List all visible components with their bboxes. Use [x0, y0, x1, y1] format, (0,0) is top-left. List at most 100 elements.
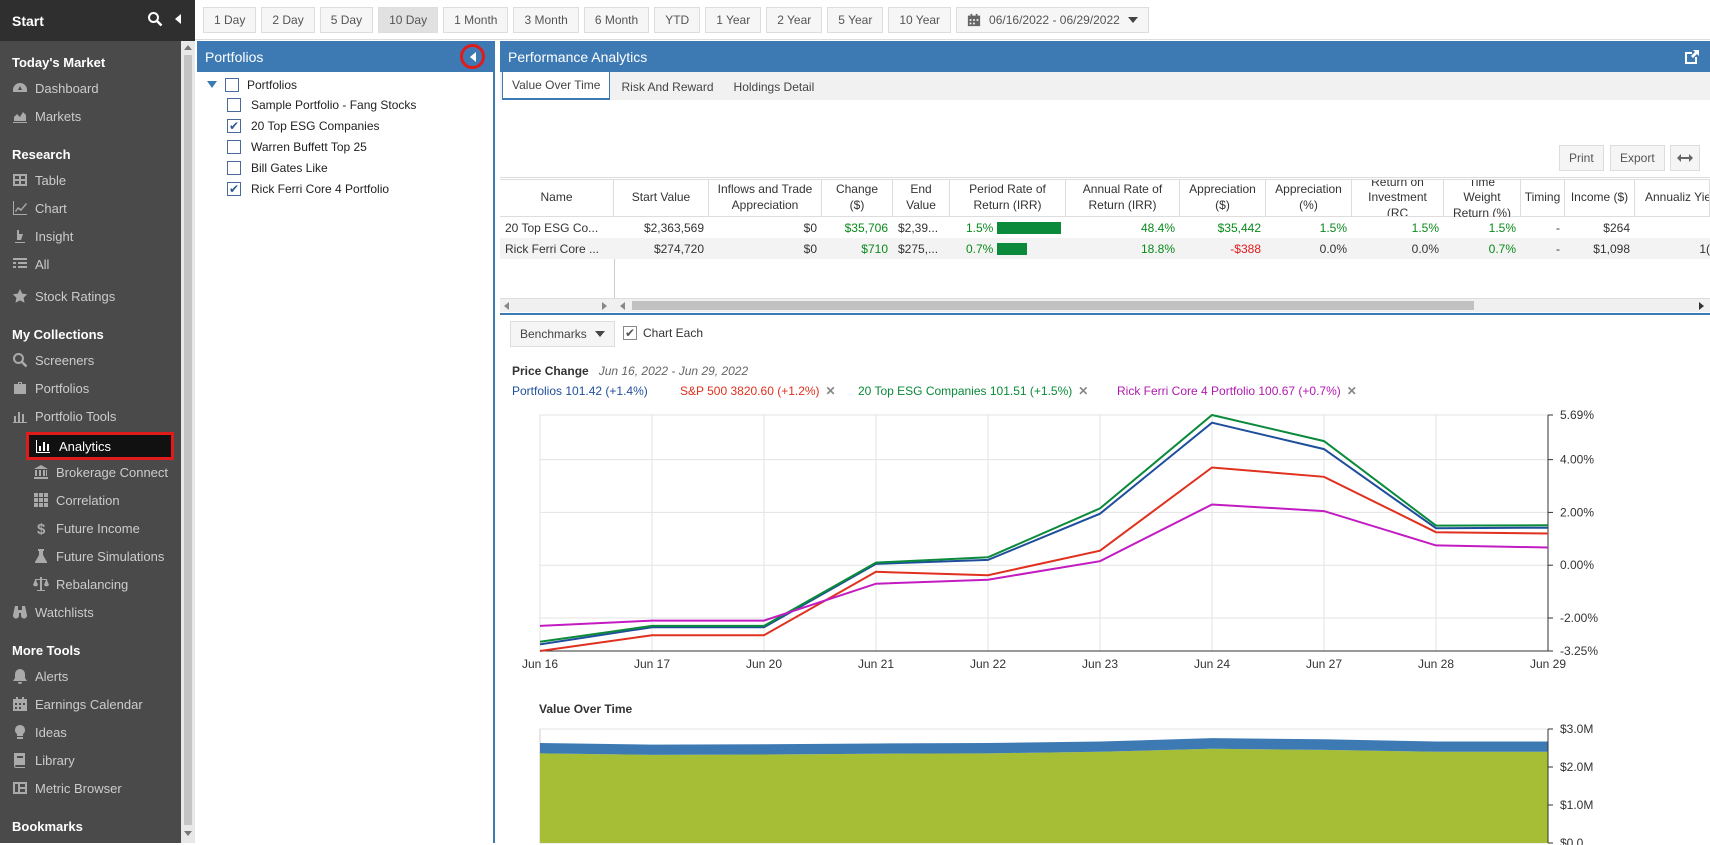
remove-series-icon[interactable]: ✕	[1346, 384, 1357, 398]
legend-label: 20 Top ESG Companies 101.51 (+1.5%)	[858, 384, 1073, 398]
column-header[interactable]: Name	[500, 180, 614, 217]
scroll-left-arrow[interactable]	[504, 302, 509, 310]
sidebar-item-analytics[interactable]: Analytics	[26, 432, 174, 460]
column-header[interactable]: Return on Investment (RC	[1352, 180, 1444, 217]
tree-item[interactable]: Warren Buffett Top 25	[227, 140, 367, 154]
tree-item[interactable]: ✔ 20 Top ESG Companies	[227, 119, 380, 133]
column-header[interactable]: Appreciation (%)	[1266, 180, 1352, 217]
sidebar-item-metric-browser[interactable]: Metric Browser	[12, 780, 122, 796]
range-button[interactable]: 3 Month	[513, 6, 579, 33]
item-checkbox[interactable]	[227, 140, 241, 154]
sidebar-item-future-simulations[interactable]: Future Simulations	[33, 548, 164, 564]
tree-root[interactable]: Portfolios	[207, 78, 297, 92]
scroll-right-arrow[interactable]	[1699, 302, 1704, 310]
scroll-left-arrow[interactable]	[620, 302, 625, 310]
sidebar-item-table[interactable]: Table	[12, 172, 66, 188]
table-row[interactable]: 20 Top ESG Co... $2,363,569 $0 $35,706 $…	[500, 217, 1710, 238]
caret-down-icon[interactable]	[207, 81, 217, 89]
sidebar-item-watchlists[interactable]: Watchlists	[12, 604, 94, 620]
range-button[interactable]: 2 Year	[766, 6, 823, 33]
chart-title: Value Over Time	[539, 702, 633, 716]
sidebar-scrollbar[interactable]	[181, 41, 195, 843]
column-header[interactable]: Period Rate of Return (IRR)	[950, 180, 1066, 217]
y-tick-label: -3.25%	[1560, 644, 1598, 658]
range-button[interactable]: 1 Month	[443, 6, 509, 33]
sidebar-item-ideas[interactable]: Ideas	[12, 724, 67, 740]
sidebar-item-chart[interactable]: Chart	[12, 200, 67, 216]
table-horizontal-scrollbar[interactable]	[500, 298, 1710, 312]
sidebar-item-all[interactable]: All	[12, 256, 49, 272]
range-button-active[interactable]: 10 Day	[378, 6, 439, 33]
column-header[interactable]: Income ($)	[1565, 180, 1635, 217]
legend-sp500[interactable]: S&P 500 3820.60 (+1.2%) ✕	[680, 384, 836, 398]
date-range-picker[interactable]: 06/16/2022 - 06/29/2022	[956, 6, 1149, 33]
range-button[interactable]: 1 Day	[203, 6, 257, 33]
tree-item[interactable]: Bill Gates Like	[227, 161, 328, 175]
column-header[interactable]: Timing	[1521, 180, 1565, 217]
range-button[interactable]: 1 Year	[705, 6, 762, 33]
sidebar-item-earnings-calendar[interactable]: Earnings Calendar	[12, 696, 143, 712]
column-header[interactable]: Change ($)	[822, 180, 893, 217]
column-header[interactable]: Annualiz Yield (%	[1635, 180, 1710, 217]
expand-icon[interactable]	[1684, 49, 1700, 65]
scroll-right-arrow[interactable]	[602, 302, 607, 310]
print-button[interactable]: Print	[1559, 145, 1604, 171]
export-button[interactable]: Export	[1610, 145, 1665, 171]
sidebar-item-rebalancing[interactable]: Rebalancing	[33, 576, 128, 592]
sidebar-item-markets[interactable]: Markets	[12, 108, 81, 124]
remove-series-icon[interactable]: ✕	[1078, 384, 1089, 398]
column-header[interactable]: Time Weight Return (%)	[1444, 180, 1521, 220]
sidebar-item-dashboard[interactable]: Dashboard	[12, 80, 99, 96]
range-button[interactable]: 5 Day	[319, 6, 374, 33]
column-header[interactable]: Appreciation ($)	[1180, 180, 1266, 217]
sidebar-item-future-income[interactable]: $ Future Income	[33, 520, 140, 537]
legend-portfolios[interactable]: Portfolios 101.42 (+1.4%)	[512, 384, 648, 398]
chart-each-toggle[interactable]: ✔ Chart Each	[623, 326, 703, 340]
tree-item[interactable]: Sample Portfolio - Fang Stocks	[227, 98, 416, 112]
sidebar-item-brokerage-connect[interactable]: Brokerage Connect	[33, 464, 168, 480]
sidebar-item-portfolios[interactable]: Portfolios	[12, 380, 89, 396]
column-header[interactable]: Inflows and Trade Appreciation	[709, 180, 822, 217]
range-button[interactable]: 10 Year	[888, 6, 952, 33]
chevron-down-icon	[594, 331, 605, 337]
range-button[interactable]: 5 Year	[827, 6, 884, 33]
sidebar-item-stock-ratings[interactable]: Stock Ratings	[12, 288, 115, 304]
tab-holdings-detail[interactable]: Holdings Detail	[733, 80, 815, 94]
tab-value-over-time[interactable]: Value Over Time	[502, 71, 611, 100]
search-icon[interactable]	[147, 11, 163, 27]
column-header[interactable]: End Value	[893, 180, 950, 217]
column-header[interactable]: Annual Rate of Return (IRR)	[1066, 180, 1180, 217]
sidebar-item-screeners[interactable]: Screeners	[12, 352, 94, 368]
collapse-panel-button[interactable]	[460, 44, 485, 69]
sidebar-item-label: Portfolios	[35, 380, 90, 396]
benchmarks-dropdown[interactable]: Benchmarks	[510, 321, 615, 347]
range-button[interactable]: YTD	[654, 6, 701, 33]
item-checkbox[interactable]	[227, 161, 241, 175]
item-checkbox[interactable]	[227, 98, 241, 112]
sidebar-item-insight[interactable]: Insight	[12, 228, 73, 244]
legend-rick-ferri[interactable]: Rick Ferri Core 4 Portfolio 100.67 (+0.7…	[1117, 384, 1357, 398]
root-checkbox[interactable]	[225, 78, 239, 92]
sidebar-item-library[interactable]: Library	[12, 752, 75, 768]
start-label[interactable]: Start	[12, 12, 44, 29]
resize-columns-button[interactable]	[1670, 145, 1700, 171]
range-button[interactable]: 6 Month	[583, 6, 650, 33]
line-chart-icon	[13, 201, 27, 215]
remove-series-icon[interactable]: ✕	[825, 384, 836, 398]
cell-twr: 1.5%	[1488, 220, 1516, 235]
legend-esg[interactable]: 20 Top ESG Companies 101.51 (+1.5%) ✕	[858, 384, 1088, 398]
tree-item[interactable]: ✔ Rick Ferri Core 4 Portfolio	[227, 182, 389, 196]
column-header[interactable]: Start Value	[614, 180, 709, 217]
item-checkbox-checked[interactable]: ✔	[227, 182, 241, 196]
sidebar-item-correlation[interactable]: Correlation	[33, 492, 120, 508]
table-icon	[13, 174, 27, 186]
sidebar-item-alerts[interactable]: Alerts	[12, 668, 68, 684]
item-checkbox-checked[interactable]: ✔	[227, 119, 241, 133]
table-row[interactable]: Rick Ferri Core ... $274,720 $0 $710 $27…	[500, 238, 1710, 259]
tab-risk-and-reward[interactable]: Risk And Reward	[621, 80, 714, 94]
range-button[interactable]: 2 Day	[261, 6, 315, 33]
chart-each-checkbox[interactable]: ✔	[623, 326, 637, 340]
sidebar-item-portfolio-tools[interactable]: Portfolio Tools	[12, 408, 116, 424]
scrollbar-thumb[interactable]	[632, 301, 1474, 310]
collapse-sidebar-icon[interactable]	[173, 12, 183, 26]
